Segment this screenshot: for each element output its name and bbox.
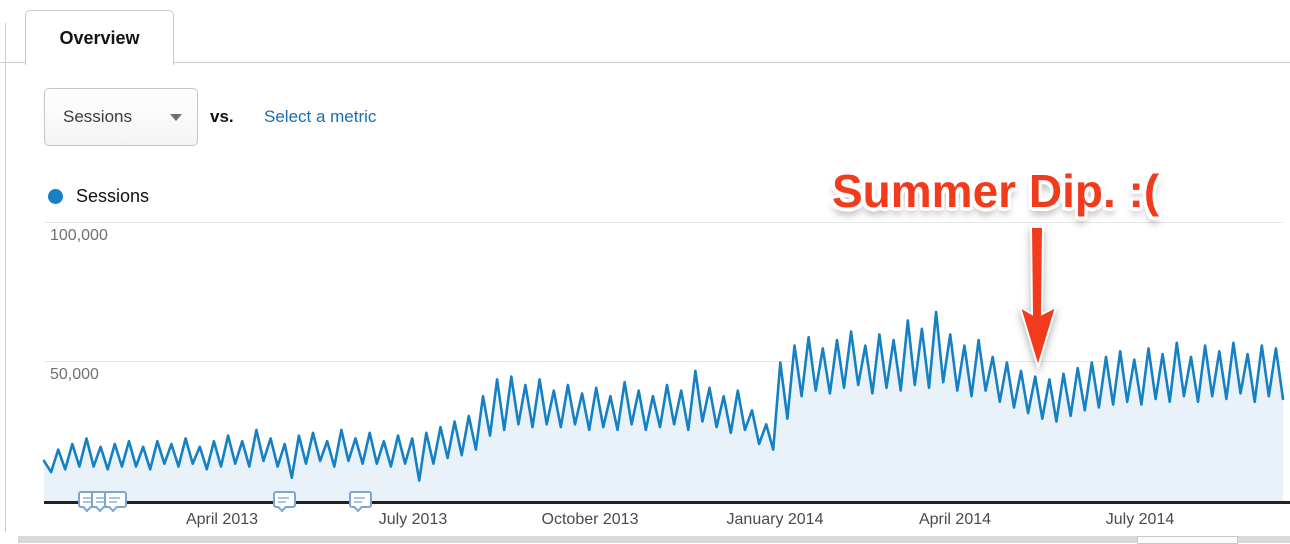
chart-legend: Sessions	[48, 186, 149, 207]
scrollbar-track-right	[1238, 536, 1290, 543]
x-axis-line	[44, 501, 1290, 504]
gridline-100k	[44, 222, 1283, 223]
x-tick-jul-2013: July 2013	[378, 511, 448, 528]
scrollbar-track-left	[18, 536, 1137, 543]
y-axis-label-100k: 100,000	[50, 227, 108, 244]
y-axis-label-50k: 50,000	[50, 366, 99, 383]
vs-label: vs.	[210, 107, 234, 126]
legend-series-label: Sessions	[76, 186, 150, 206]
tab-bar-border	[0, 62, 1290, 63]
annotation-marker-icon[interactable]	[349, 491, 372, 508]
series-line	[42, 310, 1285, 482]
legend-series-dot-icon	[48, 189, 63, 204]
summer-dip-annotation-text: Summer Dip. :(	[832, 165, 1160, 217]
annotation-marker-icon[interactable]	[104, 491, 127, 508]
x-tick-jan-2014: January 2014	[726, 511, 824, 528]
gridline-50k	[44, 361, 1283, 362]
select-a-metric-link[interactable]: Select a metric	[264, 107, 377, 126]
metric-selector-dropdown[interactable]: Sessions	[44, 88, 198, 146]
x-tick-apr-2014: April 2014	[918, 511, 992, 528]
horizontal-scrollbar[interactable]	[0, 536, 1290, 544]
x-tick-apr-2013: April 2013	[185, 511, 259, 528]
tab-overview-label: Overview	[59, 27, 140, 48]
scrollbar-thumb[interactable]	[1137, 536, 1238, 544]
annotation-marker-icon[interactable]	[273, 491, 296, 508]
chevron-down-icon	[170, 113, 182, 121]
x-tick-jul-2014: July 2014	[1105, 511, 1175, 528]
metric-selector-value: Sessions	[63, 107, 132, 126]
x-tick-oct-2013: October 2013	[541, 511, 639, 528]
panel-left-border	[5, 23, 6, 532]
tab-overview[interactable]: Overview	[25, 10, 174, 65]
